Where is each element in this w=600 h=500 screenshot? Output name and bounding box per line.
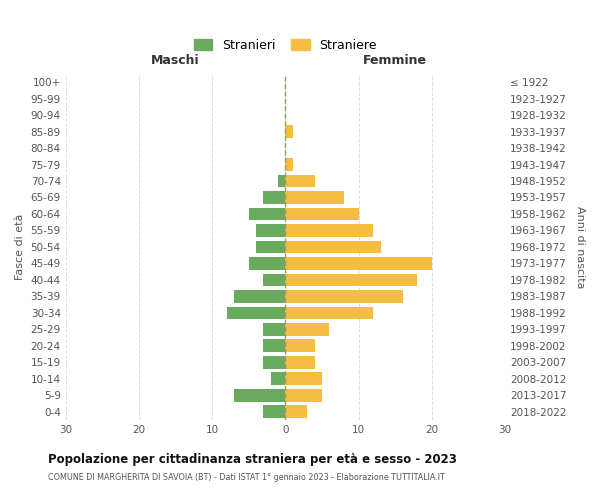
Bar bbox=[263, 191, 286, 204]
Bar bbox=[286, 224, 373, 237]
Text: COMUNE DI MARGHERITA DI SAVOIA (BT) - Dati ISTAT 1° gennaio 2023 - Elaborazione : COMUNE DI MARGHERITA DI SAVOIA (BT) - Da… bbox=[48, 472, 445, 482]
Text: Popolazione per cittadinanza straniera per età e sesso - 2023: Popolazione per cittadinanza straniera p… bbox=[48, 452, 457, 466]
Bar bbox=[263, 323, 286, 336]
Bar bbox=[286, 290, 403, 303]
Bar bbox=[286, 208, 359, 220]
Bar bbox=[286, 191, 344, 204]
Bar bbox=[286, 340, 314, 352]
Y-axis label: Fasce di età: Fasce di età bbox=[15, 214, 25, 280]
Bar bbox=[234, 389, 286, 402]
Bar bbox=[263, 274, 286, 286]
Bar bbox=[286, 125, 293, 138]
Bar bbox=[286, 274, 417, 286]
Bar bbox=[278, 174, 286, 188]
Text: Femmine: Femmine bbox=[363, 54, 427, 67]
Legend: Stranieri, Straniere: Stranieri, Straniere bbox=[190, 35, 381, 56]
Text: Maschi: Maschi bbox=[151, 54, 200, 67]
Bar bbox=[263, 406, 286, 418]
Bar bbox=[286, 240, 380, 254]
Bar bbox=[263, 340, 286, 352]
Y-axis label: Anni di nascita: Anni di nascita bbox=[575, 206, 585, 288]
Bar bbox=[256, 240, 286, 254]
Bar bbox=[256, 224, 286, 237]
Bar bbox=[286, 257, 432, 270]
Bar bbox=[249, 257, 286, 270]
Bar bbox=[286, 306, 373, 320]
Bar bbox=[286, 158, 293, 171]
Bar bbox=[286, 372, 322, 386]
Bar bbox=[263, 356, 286, 369]
Bar bbox=[227, 306, 286, 320]
Bar bbox=[286, 406, 307, 418]
Bar bbox=[286, 356, 314, 369]
Bar bbox=[234, 290, 286, 303]
Bar bbox=[286, 323, 329, 336]
Bar bbox=[286, 174, 314, 188]
Bar bbox=[286, 389, 322, 402]
Bar bbox=[249, 208, 286, 220]
Bar bbox=[271, 372, 286, 386]
